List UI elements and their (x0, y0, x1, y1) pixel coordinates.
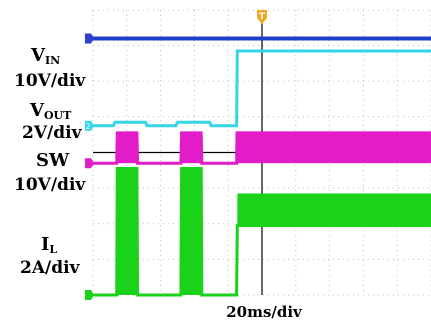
sw-marker (85, 158, 94, 169)
il-label-sub: L (49, 243, 57, 256)
vin-label-sub: IN (45, 54, 60, 67)
traces (93, 36, 431, 297)
sw-label: SW 10V/div (14, 150, 86, 195)
il-pulse (181, 168, 202, 295)
svg-text:IL: IL (41, 234, 57, 256)
il-label-main: I (41, 234, 49, 255)
trigger-arrow (257, 10, 267, 24)
il-line (93, 167, 431, 297)
vout-trace (93, 49, 431, 128)
vin-marker (85, 33, 94, 44)
vout-label-sub: OUT (44, 109, 72, 122)
sw-scale-label: 10V/div (14, 175, 86, 195)
vin-label: VIN 10V/div (14, 45, 86, 91)
trigger-marker: T (257, 10, 267, 24)
il-trace (93, 167, 431, 297)
il-ripple-band (237, 193, 431, 226)
sw-switching-band (236, 132, 431, 164)
il-label: IL 2A/div (20, 234, 81, 278)
vout-marker (85, 120, 94, 131)
time-scale-label: 20ms/div (226, 303, 303, 321)
trigger-label: T (259, 12, 266, 22)
vout-marker-label: 2 (85, 122, 90, 131)
svg-text:VIN: VIN (30, 45, 60, 67)
channel-markers: 2 (85, 33, 94, 300)
vin-scale-label: 10V/div (14, 71, 86, 91)
sw-pulse (181, 132, 202, 164)
sw-line (93, 131, 431, 165)
sw-label-main: SW (36, 150, 70, 171)
sw-trace (93, 131, 431, 165)
sw-pulse (117, 132, 137, 164)
vout-line (93, 49, 431, 128)
il-marker (85, 290, 94, 300)
il-scale-label: 2A/div (20, 258, 81, 278)
il-pulse (117, 168, 137, 295)
vout-label: VOUT 2V/div (22, 100, 83, 143)
vout-scale-label: 2V/div (22, 123, 83, 143)
svg-text:VOUT: VOUT (29, 100, 72, 122)
vout-label-main: V (29, 100, 45, 121)
vin-label-main: V (30, 45, 46, 66)
